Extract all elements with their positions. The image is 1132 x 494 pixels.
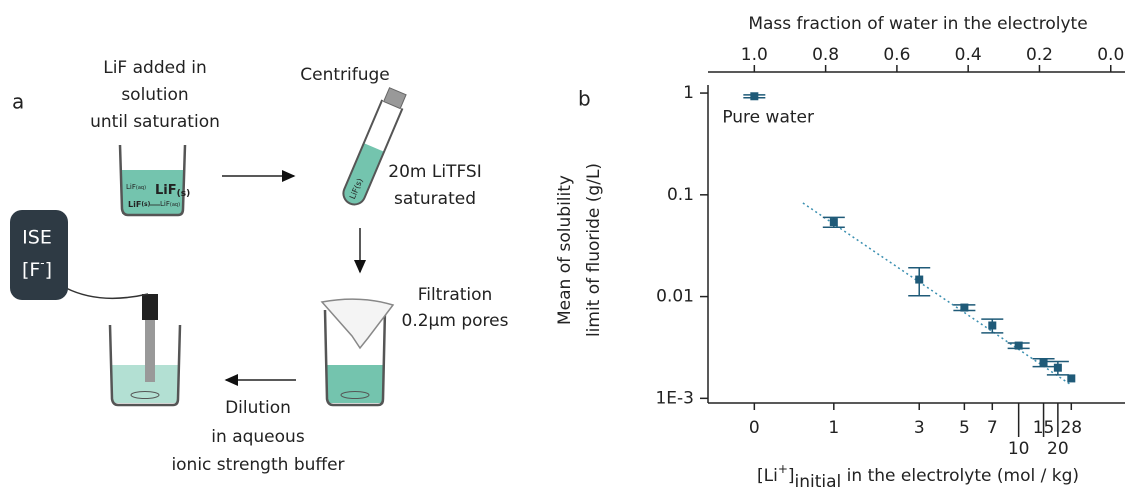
electrode-head bbox=[142, 294, 158, 320]
y-tick-label: 1 bbox=[683, 83, 694, 103]
beaker bbox=[108, 324, 182, 407]
ise-box bbox=[10, 210, 68, 300]
liquid bbox=[122, 170, 183, 214]
beaker bbox=[118, 144, 187, 217]
step-text: saturated bbox=[394, 189, 476, 209]
point bbox=[1067, 374, 1076, 383]
beaker-label: LiF(s) bbox=[155, 183, 190, 199]
point bbox=[915, 275, 924, 284]
step-text: solution bbox=[121, 85, 188, 105]
y-axis-label: Mean of solubility bbox=[555, 175, 575, 325]
step-text: 20m LiTFSI bbox=[388, 162, 481, 182]
step-text: LiF added in bbox=[103, 58, 207, 78]
x-axis-label: [Li+]initial in the electrolyte (mol / k… bbox=[757, 462, 1079, 493]
annotation: Pure water bbox=[722, 107, 814, 127]
beaker-label: LiF(s) bbox=[128, 200, 151, 209]
x-tick-label: 0 bbox=[749, 418, 760, 438]
x-tick-label: 28 bbox=[1060, 418, 1082, 438]
x-tick-label: 20 bbox=[1047, 439, 1069, 459]
x-tick-label: 7 bbox=[987, 418, 998, 438]
x2-tick-label: 0.6 bbox=[883, 45, 910, 65]
step-text: Centrifuge bbox=[300, 65, 390, 85]
electrode bbox=[145, 318, 155, 382]
stir-bar bbox=[130, 391, 160, 399]
ise-label: ISE bbox=[22, 227, 52, 249]
y-tick-label: 1E-3 bbox=[655, 388, 694, 408]
x2-tick-label: 0.4 bbox=[955, 45, 982, 65]
step-text: ionic strength buffer bbox=[171, 455, 344, 475]
point bbox=[829, 218, 838, 227]
point bbox=[960, 303, 969, 312]
step-text: in aqueous bbox=[211, 427, 305, 447]
test-tube: LiF(s) bbox=[342, 87, 407, 206]
x2-tick-label: 0.8 bbox=[812, 45, 839, 65]
stir-bar bbox=[340, 391, 370, 399]
point bbox=[988, 321, 997, 330]
step-text: 0.2µm pores bbox=[402, 311, 509, 331]
y-axis-label: limit of fluoride (g/L) bbox=[584, 163, 604, 337]
panel-a: a LiF added in solution until saturation… bbox=[10, 58, 509, 475]
x2-tick-label: 0.2 bbox=[1026, 45, 1053, 65]
point bbox=[1014, 341, 1023, 350]
funnel bbox=[320, 298, 395, 350]
x-tick-label: 15 bbox=[1033, 418, 1055, 438]
y-tick-label: 0.01 bbox=[656, 287, 694, 307]
x2-axis-label: Mass fraction of water in the electrolyt… bbox=[748, 14, 1087, 34]
x2-tick-label: 0.0 bbox=[1097, 45, 1124, 65]
x2-tick-label: 1.0 bbox=[741, 45, 768, 65]
ise-label: [F-] bbox=[22, 256, 52, 281]
step-text: Dilution bbox=[225, 398, 291, 418]
step-text: until saturation bbox=[90, 112, 220, 132]
panel-b: b Mass fraction of water in the electrol… bbox=[555, 14, 1125, 492]
fit-line bbox=[802, 202, 1072, 386]
panel-label: a bbox=[12, 90, 24, 114]
x-tick-label: 10 bbox=[1008, 439, 1030, 459]
point bbox=[1053, 363, 1062, 372]
x-tick-label: 5 bbox=[959, 418, 970, 438]
beaker bbox=[323, 309, 387, 407]
x-tick-label: 3 bbox=[914, 418, 925, 438]
cable bbox=[65, 287, 149, 300]
point bbox=[1039, 358, 1048, 367]
point bbox=[750, 92, 759, 101]
y-tick-label: 0.1 bbox=[667, 185, 694, 205]
panel-label: b bbox=[578, 87, 591, 111]
step-text: Filtration bbox=[418, 285, 493, 305]
liquid bbox=[327, 365, 383, 403]
beaker-label: LiF(aq) bbox=[126, 183, 146, 191]
x-tick-label: 1 bbox=[828, 418, 839, 438]
beaker-label: LiF(aq) bbox=[160, 200, 180, 208]
